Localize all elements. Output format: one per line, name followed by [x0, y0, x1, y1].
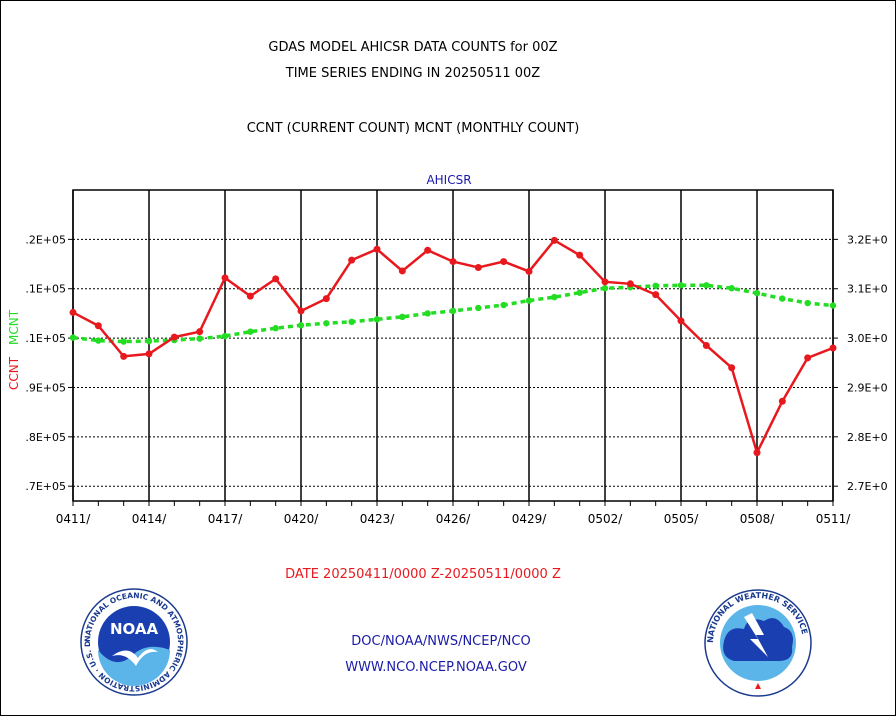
series-point-mcnt [145, 337, 153, 345]
right-tick-label: 3.1E+0 [847, 283, 888, 296]
series-point-mcnt [272, 325, 279, 332]
series-point-ccnt [525, 267, 533, 275]
x-tick-label: 0414/ [132, 512, 168, 526]
series-point-mcnt [525, 297, 533, 304]
y-axis-label-ccnt: CCNT [7, 356, 21, 390]
x-tick-label: 0423/ [360, 512, 396, 526]
series-point-ccnt [778, 397, 786, 405]
series-point-ccnt [677, 317, 685, 325]
right-tick-label: 2.7E+0 [847, 480, 888, 493]
series-point-mcnt [69, 334, 77, 341]
left-tick-label: .9E+05 [25, 381, 66, 394]
series-point-mcnt [576, 289, 583, 296]
series-point-ccnt [449, 258, 457, 266]
series-point-ccnt [424, 246, 432, 254]
nws-logo: NATIONAL WEATHER SERVICE [704, 589, 812, 697]
series-point-ccnt [120, 352, 128, 360]
series-point-mcnt [247, 328, 254, 335]
noaa-logo-text: NOAA [110, 620, 159, 638]
plot-area [72, 190, 834, 501]
series-point-mcnt [500, 301, 507, 309]
series-point-ccnt [94, 322, 102, 330]
left-tick-label: .8E+05 [25, 431, 66, 444]
url-line: WWW.NCO.NCEP.NOAA.GOV [345, 660, 527, 675]
series-point-ccnt [474, 264, 482, 272]
series-point-ccnt [246, 292, 254, 300]
chart-subtitle: CCNT (CURRENT COUNT) MCNT (MONTHLY COUNT… [247, 121, 580, 136]
series-point-ccnt [702, 342, 710, 349]
series-point-ccnt [348, 256, 356, 264]
chart-title-line2: TIME SERIES ENDING IN 20250511 00Z [285, 66, 541, 81]
series-point-mcnt [703, 282, 710, 289]
series-point-ccnt [500, 258, 508, 266]
series-point-mcnt [829, 302, 837, 309]
series-point-mcnt [677, 282, 685, 289]
series-point-ccnt [601, 278, 609, 286]
series-group [69, 236, 837, 457]
series-point-mcnt [373, 316, 381, 323]
series-point-ccnt [221, 274, 229, 282]
left-tick-label: .1E+05 [25, 283, 66, 296]
chart-title-line1: GDAS MODEL AHICSR DATA COUNTS for 00Z [268, 40, 557, 55]
right-tick-label: 2.8E+0 [847, 431, 888, 444]
series-point-mcnt [120, 338, 127, 345]
x-tick-label: 0417/ [208, 512, 244, 526]
series-point-mcnt [449, 307, 457, 315]
series-point-ccnt [272, 275, 280, 283]
plot-label: AHICSR [426, 173, 471, 187]
series-point-mcnt [95, 337, 102, 344]
series-point-ccnt [69, 308, 77, 316]
series-point-mcnt [551, 293, 558, 301]
x-tick-label: 0426/ [436, 512, 472, 526]
series-point-ccnt [626, 280, 634, 288]
series-point-mcnt [728, 285, 735, 292]
series-point-mcnt [196, 335, 203, 342]
series-point-mcnt [348, 318, 355, 326]
series-point-ccnt [804, 354, 812, 362]
x-tick-label: 0411/ [56, 512, 92, 526]
series-point-ccnt [576, 251, 584, 259]
series-point-ccnt [728, 364, 736, 372]
series-point-ccnt [373, 245, 381, 253]
left-tick-label: .1E+05 [25, 332, 66, 345]
series-point-mcnt [779, 295, 786, 302]
series-point-ccnt [145, 350, 153, 358]
y-axis-label-mcnt: MCNT [7, 309, 21, 345]
x-tick-label: 0508/ [740, 512, 776, 526]
right-tick-label: 3.2E+0 [847, 233, 888, 246]
right-tick-label: 2.9E+0 [847, 381, 888, 394]
series-point-ccnt [550, 236, 558, 244]
series-point-mcnt [601, 285, 609, 292]
series-point-mcnt [475, 304, 482, 312]
series-point-mcnt [753, 289, 761, 297]
series-point-mcnt [652, 282, 659, 289]
noaa-logo: NATIONAL OCEANIC AND ATMOSPHERIC ADMINIS… [80, 588, 188, 696]
x-tick-label: 0511/ [816, 512, 852, 526]
series-point-ccnt [753, 449, 761, 457]
series-point-ccnt [322, 295, 330, 303]
series-point-ccnt [829, 344, 837, 352]
series-point-mcnt [804, 299, 811, 307]
series-point-mcnt [424, 310, 431, 317]
right-tick-label: 3.0E+0 [847, 332, 888, 345]
org-line: DOC/NOAA/NWS/NCEP/NCO [351, 634, 530, 649]
x-tick-label: 0420/ [284, 512, 320, 526]
left-tick-label: .7E+05 [25, 480, 66, 493]
series-point-mcnt [323, 320, 330, 327]
x-tick-label: 0502/ [588, 512, 624, 526]
date-range: DATE 20250411/0000 Z-20250511/0000 Z [285, 567, 561, 582]
left-tick-label: .2E+05 [25, 233, 66, 246]
series-point-ccnt [398, 267, 406, 275]
series-point-ccnt [297, 307, 305, 315]
series-point-ccnt [652, 291, 660, 299]
axes-group: 0411/0414/0417/0420/0423/0426/0429/0502/… [25, 189, 888, 526]
series-point-mcnt [297, 322, 305, 329]
series-point-ccnt [196, 328, 204, 336]
x-tick-label: 0429/ [512, 512, 548, 526]
series-point-mcnt [399, 313, 406, 321]
series-point-ccnt [170, 333, 178, 341]
x-tick-label: 0505/ [664, 512, 700, 526]
series-point-mcnt [221, 332, 229, 340]
